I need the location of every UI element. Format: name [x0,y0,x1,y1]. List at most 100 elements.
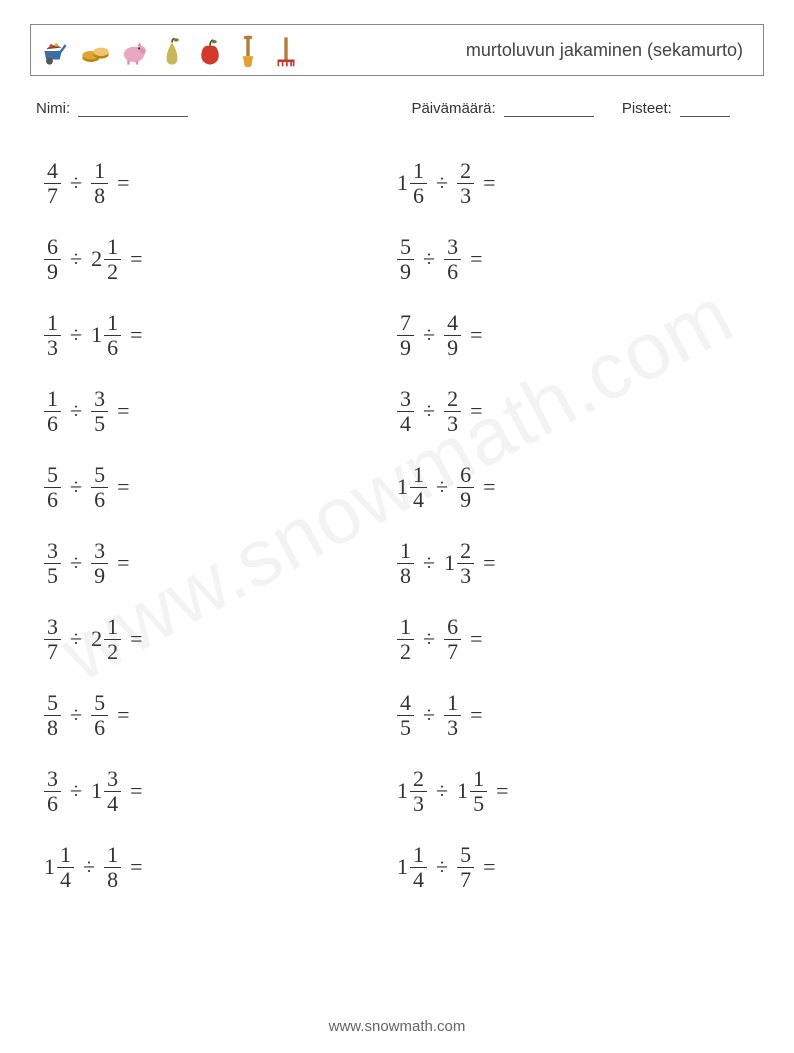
denominator: 6 [44,791,61,815]
numerator: 5 [397,236,414,259]
denominator: 8 [104,867,121,891]
expression: 45÷13= [397,692,483,739]
problem-row: 114÷69= [397,449,764,525]
denominator: 3 [410,791,427,815]
meta-date: Päivämäärä: [411,100,593,117]
operator: ÷ [70,246,82,272]
fraction: 18 [104,844,121,891]
denominator: 3 [457,563,474,587]
expression: 47÷18= [44,160,130,207]
equals-sign: = [470,702,482,728]
equals-sign: = [117,550,129,576]
operator: ÷ [70,550,82,576]
pear-icon [155,32,189,70]
denominator: 2 [104,259,121,283]
problem-row: 47÷18= [44,145,397,221]
rake-icon [269,32,303,70]
whole-number: 1 [91,324,102,346]
operator: ÷ [70,322,82,348]
equals-sign: = [117,702,129,728]
expression: 123÷115= [397,768,509,815]
denominator: 8 [397,563,414,587]
numerator: 1 [44,312,61,335]
fraction: 67 [444,616,461,663]
fraction: 16 [44,388,61,435]
name-underline[interactable] [78,102,188,117]
meta-name: Nimi: [36,100,411,117]
denominator: 6 [104,335,121,359]
denominator: 9 [91,563,108,587]
numerator: 1 [397,616,414,639]
denominator: 4 [57,867,74,891]
numerator: 4 [44,160,61,183]
score-underline[interactable] [680,102,730,117]
fraction: 69 [44,236,61,283]
fraction: 56 [91,464,108,511]
expression: 116÷23= [397,160,496,207]
fraction: 14 [410,844,427,891]
numerator: 5 [91,692,108,715]
equals-sign: = [130,322,142,348]
fraction: 34 [104,768,121,815]
fraction: 36 [44,768,61,815]
operator: ÷ [423,550,435,576]
equals-sign: = [130,626,142,652]
denominator: 2 [397,639,414,663]
denominator: 8 [44,715,61,739]
problem-row: 13÷116= [44,297,397,373]
denominator: 4 [410,487,427,511]
problem-row: 116÷23= [397,145,764,221]
wheelbarrow-icon [41,32,75,70]
numerator: 1 [104,616,121,639]
expression: 34÷23= [397,388,483,435]
operator: ÷ [436,170,448,196]
problem-row: 123÷115= [397,753,764,829]
operator: ÷ [423,322,435,348]
operator: ÷ [423,626,435,652]
equals-sign: = [470,398,482,424]
expression: 13÷116= [44,312,143,359]
denominator: 5 [470,791,487,815]
coins-icon [79,32,113,70]
numerator: 1 [104,236,121,259]
denominator: 7 [457,867,474,891]
numerator: 3 [91,388,108,411]
denominator: 9 [457,487,474,511]
fraction: 16 [104,312,121,359]
denominator: 2 [104,639,121,663]
whole-number: 1 [444,552,455,574]
numerator: 2 [457,160,474,183]
date-underline[interactable] [504,102,594,117]
fraction: 18 [91,160,108,207]
expression: 114÷69= [397,464,496,511]
equals-sign: = [130,854,142,880]
apple-icon [193,32,227,70]
denominator: 4 [397,411,414,435]
denominator: 6 [410,183,427,207]
operator: ÷ [70,398,82,424]
fraction: 16 [410,160,427,207]
operator: ÷ [436,854,448,880]
whole-number: 1 [457,780,468,802]
expression: 69÷212= [44,236,143,283]
numerator: 1 [410,160,427,183]
equals-sign: = [117,474,129,500]
fraction: 14 [57,844,74,891]
denominator: 5 [91,411,108,435]
equals-sign: = [470,322,482,348]
problem-row: 56÷56= [44,449,397,525]
denominator: 3 [444,411,461,435]
whole-number: 2 [91,248,102,270]
operator: ÷ [436,778,448,804]
numerator: 3 [91,540,108,563]
denominator: 4 [410,867,427,891]
equals-sign: = [483,474,495,500]
numerator: 1 [104,312,121,335]
expression: 37÷212= [44,616,143,663]
numerator: 6 [44,236,61,259]
header-box: murtoluvun jakaminen (sekamurto) [30,24,764,76]
expression: 79÷49= [397,312,483,359]
numerator: 6 [457,464,474,487]
numerator: 5 [457,844,474,867]
worksheet-title: murtoluvun jakaminen (sekamurto) [466,40,743,61]
